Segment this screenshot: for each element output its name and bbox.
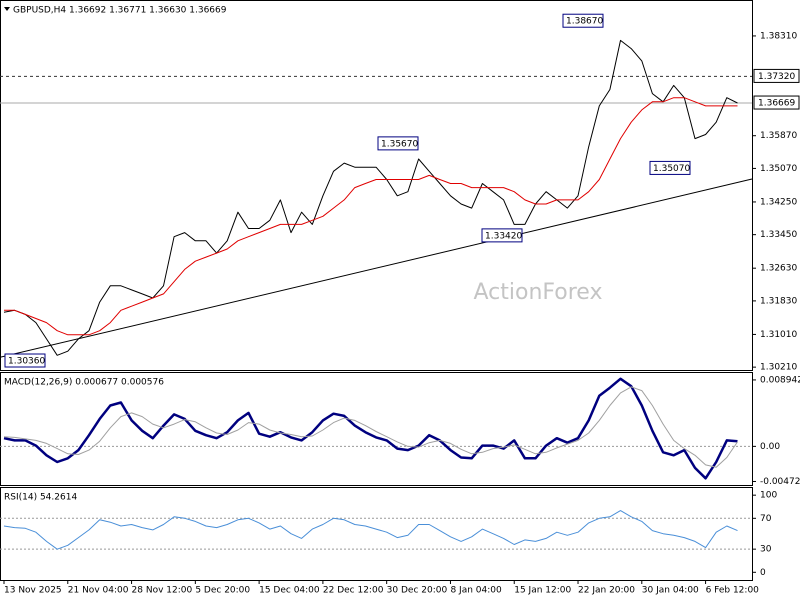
series-line: [3, 386, 738, 468]
x-tick-label: 30 Dec 20:00: [387, 586, 448, 596]
y-tick-label: 0: [760, 568, 766, 578]
panel-title: GBPUSD,H4 1.36692 1.36771 1.36630 1.3666…: [13, 6, 227, 16]
x-tick-label: 22 Jan 20:00: [578, 586, 635, 596]
y-tick-label: 1.32630: [760, 264, 797, 274]
price-label: 1.37320: [758, 72, 795, 82]
watermark: ActionForex: [474, 280, 603, 305]
annotation-box: [562, 13, 604, 28]
x-tick-label: 15 Dec 04:00: [259, 586, 320, 596]
annotation-label: 1.38670: [566, 17, 603, 27]
x-tick-label: 30 Jan 04:00: [642, 586, 699, 596]
y-tick-label: 1.30210: [760, 363, 797, 373]
y-tick-label: 30: [760, 545, 772, 555]
y-tick-label: 1.35070: [760, 164, 797, 174]
y-tick-label: 70: [760, 514, 772, 524]
y-tick-label: 1.35870: [760, 131, 797, 141]
x-tick-label: 8 Jan 04:00: [450, 586, 502, 596]
y-tick-label: 0.008942: [760, 375, 800, 385]
y-tick-label: 100: [760, 491, 777, 501]
x-tick-label: 28 Nov 12:00: [132, 586, 193, 596]
y-tick-label: 1.31010: [760, 330, 797, 340]
panel-title: MACD(12,26,9) 0.000677 0.000576: [4, 378, 164, 388]
price-label-box: [753, 68, 800, 83]
series-line: [4, 97, 738, 336]
panel-frame: [0, 0, 753, 371]
annotation-box: [649, 160, 691, 175]
symbol-icon: [4, 7, 10, 11]
annotation-box: [481, 228, 523, 243]
annotation-box: [377, 136, 419, 151]
annotation-label: 1.35670: [381, 139, 418, 149]
y-tick-label: 1.33450: [760, 230, 797, 240]
x-tick-label: 22 Dec 12:00: [323, 586, 384, 596]
y-tick-label: 0.00: [760, 442, 780, 452]
y-tick-label: 1.34250: [760, 197, 797, 207]
panel-frame: [0, 372, 753, 486]
y-tick-label: 1.31830: [760, 296, 797, 306]
annotation-box: [4, 353, 46, 368]
x-tick-label: 5 Dec 20:00: [195, 586, 250, 596]
x-tick-label: 15 Jan 12:00: [514, 586, 571, 596]
price-label-box: [753, 95, 800, 110]
series-line: [3, 377, 738, 480]
y-tick-label: 1.38310: [760, 31, 797, 41]
series-line: [3, 39, 738, 356]
price-label: 1.36669: [758, 99, 795, 109]
panel-frame: [0, 487, 753, 581]
annotation-label: 1.30360: [8, 357, 45, 367]
x-tick-label: 21 Nov 04:00: [68, 586, 129, 596]
series-line: [3, 510, 738, 550]
trendline: [0, 178, 753, 358]
annotation-label: 1.33420: [485, 231, 522, 241]
x-tick-label: 6 Feb 12:00: [706, 586, 760, 596]
y-tick-label: -0.004725: [760, 477, 800, 487]
x-tick-label: 13 Nov 2025: [4, 586, 62, 596]
annotation-label: 1.35070: [653, 164, 690, 174]
panel-title: RSI(14) 54.2614: [4, 493, 77, 503]
